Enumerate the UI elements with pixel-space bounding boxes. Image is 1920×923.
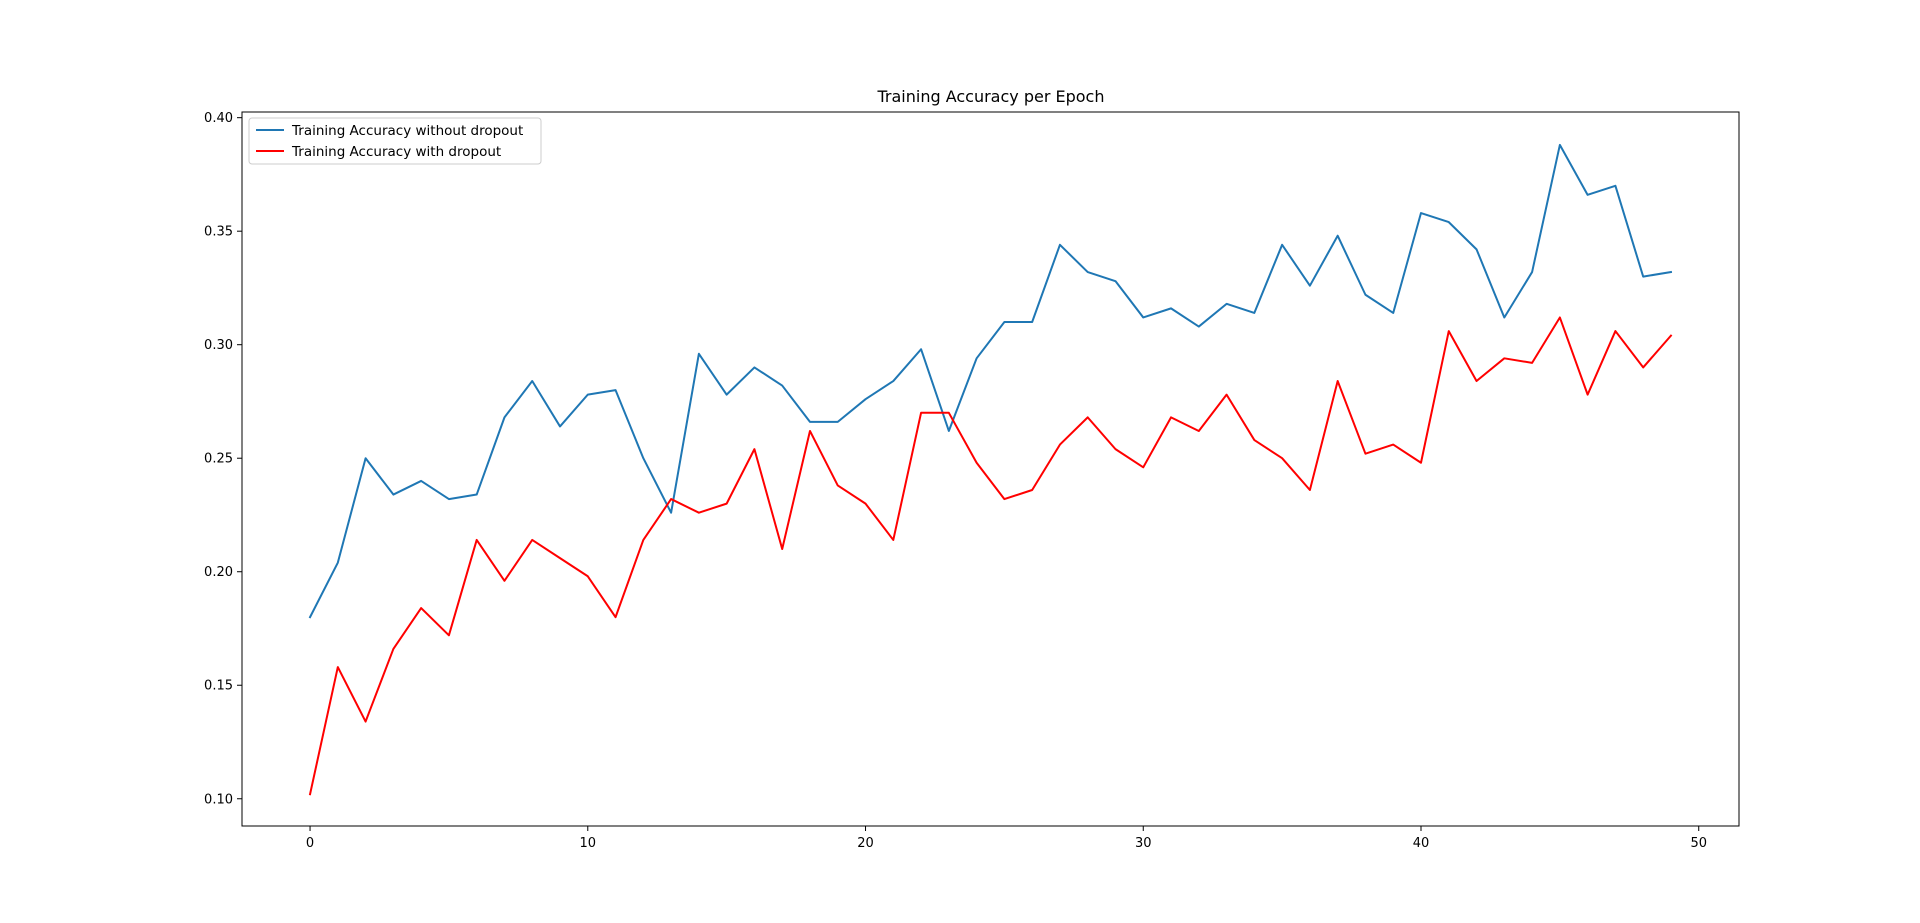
legend-label-1: Training Accuracy without dropout xyxy=(291,123,523,139)
y-tick-label: 0.30 xyxy=(204,338,233,353)
x-tick-label: 30 xyxy=(1135,836,1152,851)
x-tick-label: 0 xyxy=(306,836,314,851)
x-axis: 0 10 20 30 40 50 xyxy=(306,826,1707,851)
legend-box xyxy=(248,117,542,165)
series-line-2 xyxy=(308,316,1673,796)
y-tick-label: 0.20 xyxy=(204,565,233,580)
y-tick-label: 0.10 xyxy=(204,792,233,807)
series-layer xyxy=(308,143,1673,796)
y-axis: 0.10 0.15 0.20 0.25 0.30 0.35 0.40 xyxy=(204,111,242,807)
legend: Training Accuracy without dropout Trainin… xyxy=(248,117,542,165)
x-tick-label: 20 xyxy=(857,836,874,851)
legend-label-2: Training Accuracy with dropout xyxy=(291,144,501,160)
series-line-1 xyxy=(308,143,1673,619)
y-tick-label: 0.35 xyxy=(204,225,233,240)
x-tick-label: 10 xyxy=(580,836,597,851)
y-tick-label: 0.25 xyxy=(204,452,233,467)
y-tick-label: 0.40 xyxy=(204,111,233,126)
x-tick-label: 50 xyxy=(1690,836,1707,851)
chart-title: Training Accuracy per Epoch xyxy=(876,87,1104,106)
plot-frame xyxy=(241,111,1740,827)
x-tick-label: 40 xyxy=(1413,836,1430,851)
y-tick-label: 0.15 xyxy=(204,679,233,694)
